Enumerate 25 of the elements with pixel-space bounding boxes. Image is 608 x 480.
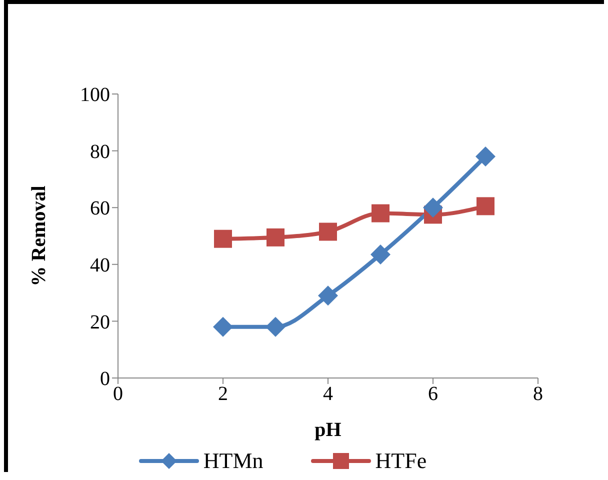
y-tick-label: 80: [90, 140, 110, 163]
x-tick-label: 4: [323, 383, 333, 406]
point: [318, 286, 338, 306]
point: [213, 316, 233, 337]
legend-label: HTMn: [203, 448, 264, 474]
x-tick-label: 8: [533, 383, 543, 406]
point: [319, 222, 337, 241]
legend-label: HTFe: [375, 448, 427, 474]
point: [372, 204, 390, 222]
point: [266, 316, 286, 337]
y-tick-label: 20: [90, 311, 110, 334]
point: [423, 198, 443, 218]
x-axis-title: pH: [314, 419, 342, 441]
x-tick-label: 6: [428, 383, 438, 406]
point: [266, 228, 284, 246]
y-tick-label: 40: [90, 254, 110, 276]
point: [214, 230, 232, 248]
point: [370, 244, 390, 264]
x-tick-label: 2: [218, 383, 228, 406]
y-axis-title: % Removal: [28, 185, 50, 286]
y-tick-label: 0: [100, 368, 110, 390]
y-tick-label: 60: [90, 198, 110, 220]
y-tick-label: 100: [80, 84, 110, 106]
point: [476, 146, 496, 166]
point: [476, 197, 494, 216]
